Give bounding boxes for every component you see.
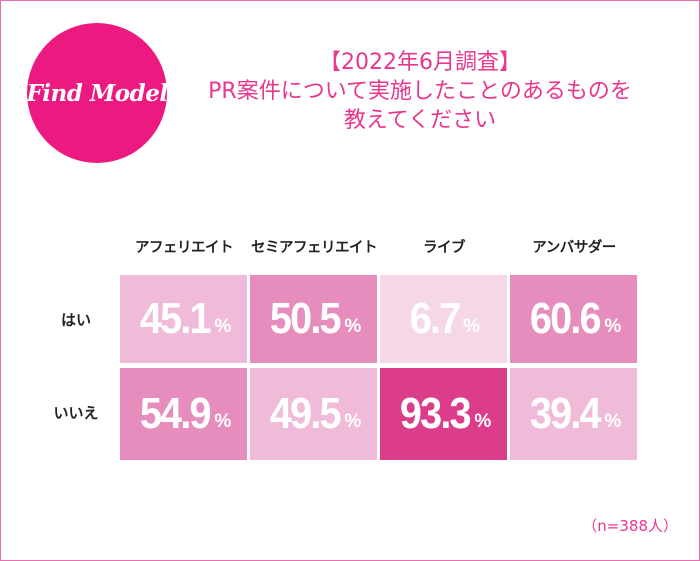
- cell-no-semi-affiliate: 49.5%: [250, 368, 377, 460]
- chart-title: 【2022年6月調査】 PR案件について実施したことのあるものを 教えてください: [170, 48, 670, 135]
- cell-yes-semi-affiliate: 50.5%: [250, 275, 377, 363]
- column-header-affiliate: アフェリエイト: [135, 240, 234, 256]
- cell-yes-live: 6.7%: [380, 275, 507, 363]
- column-header-live: ライブ: [423, 240, 466, 256]
- find-model-logo: Find Model: [26, 23, 168, 163]
- title-line-question: PR案件について実施したことのあるものを: [208, 79, 632, 104]
- title-line-survey-date: 【2022年6月調査】: [319, 50, 521, 75]
- sample-size-note: （n=388人）: [582, 517, 678, 535]
- title-line-question-end: 教えてください: [343, 108, 497, 133]
- logo-text: Find Model: [26, 79, 168, 107]
- cell-no-affiliate: 54.9%: [120, 368, 247, 460]
- row-header-no: いいえ: [53, 404, 99, 422]
- row-header-yes: はい: [60, 311, 91, 329]
- cell-no-live: 93.3%: [380, 368, 507, 460]
- cell-no-ambassador: 39.4%: [510, 368, 637, 460]
- column-header-ambassador: アンバサダー: [532, 240, 616, 256]
- cell-yes-affiliate: 45.1%: [120, 275, 247, 363]
- column-header-semi-affiliate: セミアフェリエイト: [251, 240, 378, 256]
- cell-yes-ambassador: 60.6%: [510, 275, 637, 363]
